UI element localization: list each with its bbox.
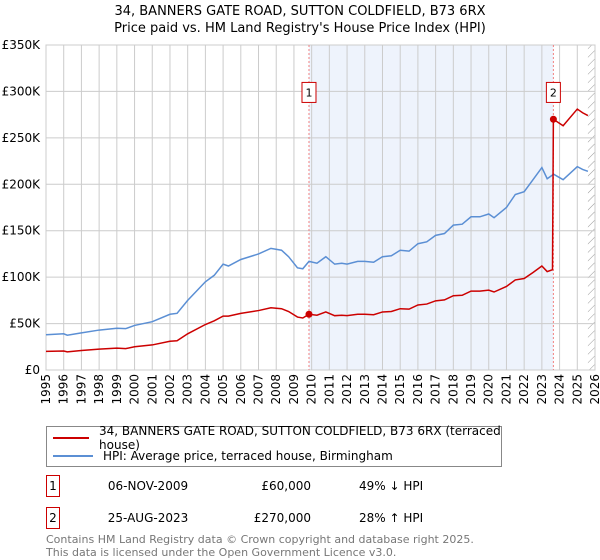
x-tick-label: 2025: [570, 374, 584, 405]
transaction-row: 2 25-AUG-2023 £270,000 28% ↑ HPI: [46, 507, 546, 533]
hpi-line: [45, 165, 589, 336]
x-tick-label: 2010: [305, 374, 319, 405]
shaded-ownership-region: [308, 45, 554, 370]
y-tick-label: £300K: [2, 84, 42, 98]
transaction-hpi: 49% ↓ HPI: [359, 479, 424, 493]
y-tick-label: £200K: [2, 177, 42, 191]
sale-label-box: [301, 81, 317, 103]
x-tick-label: 1999: [110, 374, 124, 405]
x-tick-label: 2001: [145, 374, 159, 405]
x-tick-label: 2013: [358, 374, 372, 405]
transaction-badge: 2: [46, 507, 60, 529]
legend: 34, BANNERS GATE ROAD, SUTTON COLDFIELD,…: [46, 424, 502, 467]
legend-swatch-red: [53, 437, 90, 439]
transaction-badge: 1: [46, 475, 60, 497]
x-tick-label: 2007: [252, 374, 266, 405]
transaction-price: £270,000: [253, 511, 311, 525]
plot-border: [45, 44, 596, 371]
property-price-line: [45, 108, 589, 353]
x-tick-label: 2016: [411, 374, 425, 405]
x-tick-label: 2021: [499, 374, 513, 405]
footer-copyright: Contains HM Land Registry data © Crown c…: [46, 533, 474, 546]
transaction-row: 1 06-NOV-2009 £60,000 49% ↓ HPI: [46, 475, 546, 501]
legend-label-hpi: HPI: Average price, terraced house, Birm…: [103, 449, 393, 463]
footer: Contains HM Land Registry data © Crown c…: [46, 533, 474, 559]
transaction-date: 06-NOV-2009: [107, 479, 189, 493]
transaction-hpi: 28% ↑ HPI: [359, 511, 424, 525]
sale-point: [549, 115, 557, 123]
x-tick-label: 2012: [340, 374, 354, 405]
legend-label-property: 34, BANNERS GATE ROAD, SUTTON COLDFIELD,…: [99, 424, 501, 452]
y-tick-label: £0: [25, 363, 40, 377]
chart-title: 34, BANNERS GATE ROAD, SUTTON COLDFIELD,…: [114, 4, 486, 19]
x-tick-label: 2006: [234, 374, 248, 405]
price-chart: 1995 1996 1997 1998 1999 2000 2001 2002 2003 2004…: [2, 38, 600, 405]
x-tick-label: 2019: [464, 374, 478, 405]
x-tick-label: 1997: [74, 374, 88, 405]
sale-point: [305, 310, 313, 318]
x-tick-label: 2017: [429, 374, 443, 405]
footer-licence: This data is licensed under the Open Gov…: [46, 546, 397, 559]
x-tick-label: 1995: [39, 374, 53, 405]
chart-subtitle: Price paid vs. HM Land Registry's House …: [114, 21, 486, 36]
y-tick-label: £100K: [2, 270, 42, 284]
x-tick-label: 2005: [216, 374, 230, 405]
x-tick-label: 2022: [517, 374, 531, 405]
x-tick-label: 1998: [92, 374, 106, 405]
x-tick-label: 2009: [287, 374, 301, 405]
y-tick-label: £150K: [2, 224, 42, 238]
x-tick-label: 2024: [553, 374, 567, 405]
x-tick-label: 2008: [269, 374, 283, 405]
sale-label: 1: [305, 86, 312, 99]
x-tick-label: 2015: [393, 374, 407, 405]
x-tick-label: 2003: [181, 374, 195, 405]
x-tick-label: 2014: [375, 374, 389, 405]
legend-item-hpi: HPI: Average price, terraced house, Birm…: [53, 448, 393, 464]
x-tick-label: 2002: [163, 374, 177, 405]
x-tick-label: 2004: [198, 374, 212, 405]
y-tick-label: £350K: [2, 38, 42, 52]
y-tick-label: £250K: [2, 131, 42, 145]
x-tick-label: 2018: [446, 374, 460, 405]
x-tick-label: 1996: [57, 374, 71, 405]
x-tick-label: 2023: [535, 374, 549, 405]
transaction-date: 25-AUG-2023: [107, 511, 189, 525]
sale-label: 2: [550, 86, 557, 99]
y-tick-label: £50K: [9, 317, 41, 331]
hatched-region: [587, 45, 595, 370]
x-tick-label: 2011: [322, 374, 336, 405]
x-tick-label: 2026: [588, 374, 600, 405]
transaction-price: £60,000: [261, 479, 311, 493]
sale-label-box: [545, 81, 561, 103]
x-tick-label: 2020: [482, 374, 496, 405]
legend-swatch-blue: [53, 455, 93, 457]
x-tick-label: 2000: [128, 374, 142, 405]
legend-item-property: 34, BANNERS GATE ROAD, SUTTON COLDFIELD,…: [53, 424, 501, 452]
